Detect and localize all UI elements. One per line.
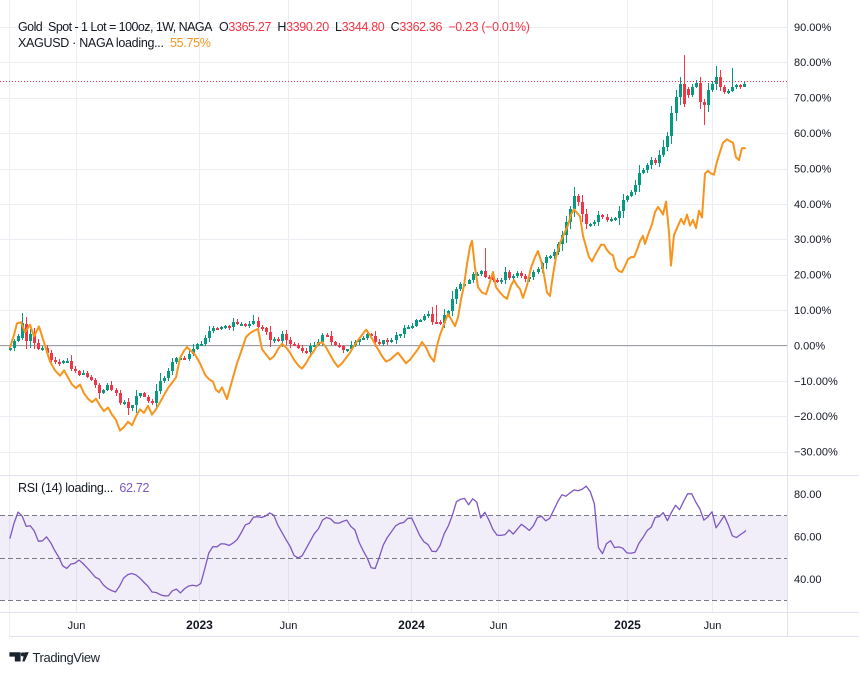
- svg-text:2024: 2024: [398, 618, 425, 632]
- svg-text:2023: 2023: [186, 618, 213, 632]
- svg-text:−20.00%: −20.00%: [794, 411, 838, 423]
- svg-text:Jun: Jun: [280, 620, 298, 632]
- svg-text:XAGUSD · NAGA loading... 55.7: XAGUSD · NAGA loading... 55.75%: [18, 36, 211, 50]
- svg-text:−10.00%: −10.00%: [794, 376, 838, 388]
- svg-text:30.00%: 30.00%: [794, 234, 832, 246]
- svg-text:RSI (14) loading... 62.72: RSI (14) loading... 62.72: [18, 481, 150, 495]
- svg-text:10.00%: 10.00%: [794, 305, 832, 317]
- svg-text:40.00: 40.00: [794, 574, 822, 586]
- svg-text:90.00%: 90.00%: [794, 22, 832, 34]
- svg-text:Gold Spot - 1 Lot = 100oz, 1W: Gold Spot - 1 Lot = 100oz, 1W, NAGA: [18, 20, 213, 34]
- svg-text:TradingView: TradingView: [33, 650, 101, 665]
- svg-text:80.00%: 80.00%: [794, 57, 832, 69]
- svg-text:O3365.27 H3390.20 L3344.80: O3365.27 H3390.20 L3344.80 C3362.36 −0.2…: [219, 20, 530, 34]
- svg-text:20.00%: 20.00%: [794, 270, 832, 282]
- svg-text:60.00%: 60.00%: [794, 128, 832, 140]
- svg-text:Jun: Jun: [490, 620, 508, 632]
- svg-text:Jun: Jun: [68, 620, 86, 632]
- svg-text:0.00%: 0.00%: [794, 340, 825, 352]
- svg-text:Jun: Jun: [704, 620, 722, 632]
- svg-text:40.00%: 40.00%: [794, 199, 832, 211]
- svg-text:60.00: 60.00: [794, 531, 822, 543]
- svg-text:70.00%: 70.00%: [794, 93, 832, 105]
- svg-text:80.00: 80.00: [794, 489, 822, 501]
- svg-text:2025: 2025: [614, 618, 641, 632]
- svg-text:−30.00%: −30.00%: [794, 447, 838, 459]
- svg-text:50.00%: 50.00%: [794, 163, 832, 175]
